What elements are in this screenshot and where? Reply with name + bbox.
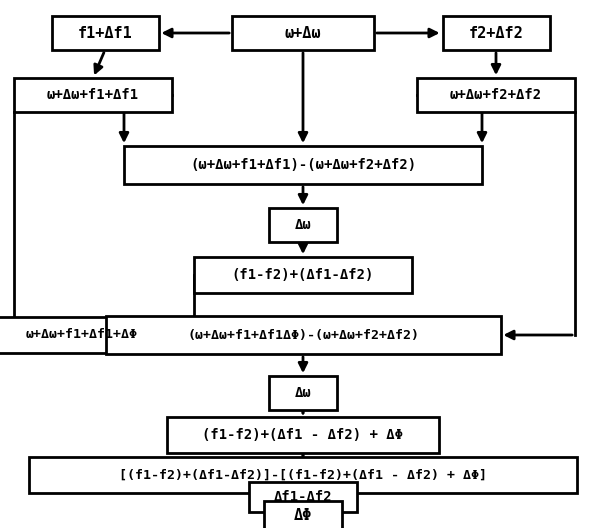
Text: ω+Δω+f2+Δf2: ω+Δω+f2+Δf2 xyxy=(450,88,542,102)
FancyBboxPatch shape xyxy=(14,78,172,112)
FancyBboxPatch shape xyxy=(232,16,374,50)
FancyBboxPatch shape xyxy=(51,16,159,50)
Text: [(f1-f2)+(Δf1-Δf2)]-[(f1-f2)+(Δf1 - Δf2) + ΔΦ]: [(f1-f2)+(Δf1-Δf2)]-[(f1-f2)+(Δf1 - Δf2)… xyxy=(119,468,487,482)
Text: ω+Δω: ω+Δω xyxy=(285,25,321,41)
Text: f1+Δf1: f1+Δf1 xyxy=(77,25,132,41)
FancyBboxPatch shape xyxy=(29,457,577,493)
Text: (f1-f2)+(Δf1-Δf2): (f1-f2)+(Δf1-Δf2) xyxy=(232,268,374,282)
FancyBboxPatch shape xyxy=(269,208,337,242)
FancyBboxPatch shape xyxy=(0,317,174,353)
FancyBboxPatch shape xyxy=(249,482,357,512)
FancyBboxPatch shape xyxy=(167,417,439,453)
Text: (f1-f2)+(Δf1 - Δf2) + ΔΦ: (f1-f2)+(Δf1 - Δf2) + ΔΦ xyxy=(203,428,404,442)
FancyBboxPatch shape xyxy=(194,257,412,293)
Text: ω+Δω+f1+Δf1: ω+Δω+f1+Δf1 xyxy=(47,88,139,102)
Text: ΔΦ: ΔΦ xyxy=(294,508,312,523)
Text: (ω+Δω+f1+Δf1)-(ω+Δω+f2+Δf2): (ω+Δω+f1+Δf1)-(ω+Δω+f2+Δf2) xyxy=(190,158,416,172)
Text: Δω: Δω xyxy=(295,386,312,400)
FancyBboxPatch shape xyxy=(105,316,500,354)
FancyBboxPatch shape xyxy=(264,501,342,528)
Text: f2+Δf2: f2+Δf2 xyxy=(469,25,523,41)
FancyBboxPatch shape xyxy=(442,16,549,50)
Text: (ω+Δω+f1+Δf1ΔΦ)-(ω+Δω+f2+Δf2): (ω+Δω+f1+Δf1ΔΦ)-(ω+Δω+f2+Δf2) xyxy=(187,328,419,342)
Text: Δf1-Δf2: Δf1-Δf2 xyxy=(273,490,332,504)
FancyBboxPatch shape xyxy=(269,376,337,410)
FancyBboxPatch shape xyxy=(417,78,575,112)
FancyBboxPatch shape xyxy=(124,146,482,184)
Text: ω+Δω+f1+Δf1+ΔΦ: ω+Δω+f1+Δf1+ΔΦ xyxy=(26,328,138,342)
Text: Δω: Δω xyxy=(295,218,312,232)
